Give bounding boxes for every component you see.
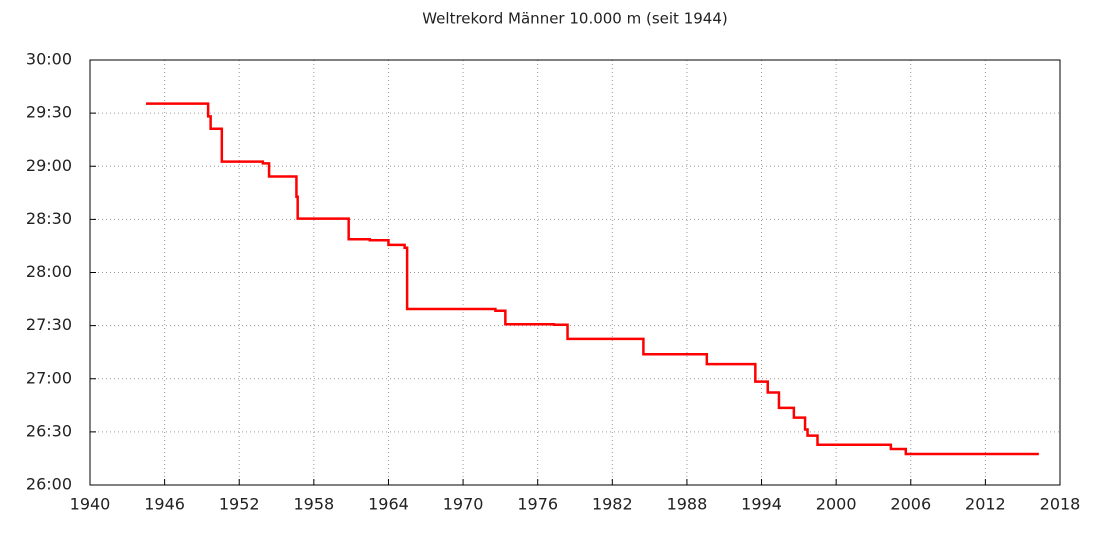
record-line [145, 102, 1039, 456]
y-tick-label: 27:30 [26, 315, 72, 334]
x-tick-label: 1964 [368, 495, 409, 514]
y-tick-label: 30:00 [26, 50, 72, 69]
y-tick-label: 29:30 [26, 103, 72, 122]
y-tick-label: 28:30 [26, 209, 72, 228]
x-tick-label: 1970 [443, 495, 484, 514]
x-tick-label: 1958 [293, 495, 334, 514]
x-tick-label: 1940 [70, 495, 111, 514]
y-tick-label: 28:00 [26, 262, 72, 281]
chart-title: Weltrekord Männer 10.000 m (seit 1944) [422, 10, 728, 28]
x-tick-label: 1994 [741, 495, 782, 514]
x-tick-label: 1946 [144, 495, 185, 514]
x-tick-label: 1952 [219, 495, 260, 514]
x-tick-label: 2018 [1040, 495, 1081, 514]
plot-frame [89, 59, 1061, 486]
x-tick-label: 2000 [816, 495, 857, 514]
y-tick-label: 27:00 [26, 368, 72, 387]
x-tick-label: 1988 [667, 495, 708, 514]
y-tick-label: 29:00 [26, 156, 72, 175]
x-tick-label: 1982 [592, 495, 633, 514]
y-tick-label: 26:30 [26, 421, 72, 440]
x-tick-label: 2006 [890, 495, 931, 514]
y-tick-label: 26:00 [26, 475, 72, 494]
x-tick-label: 2012 [965, 495, 1006, 514]
x-tick-label: 1976 [517, 495, 558, 514]
